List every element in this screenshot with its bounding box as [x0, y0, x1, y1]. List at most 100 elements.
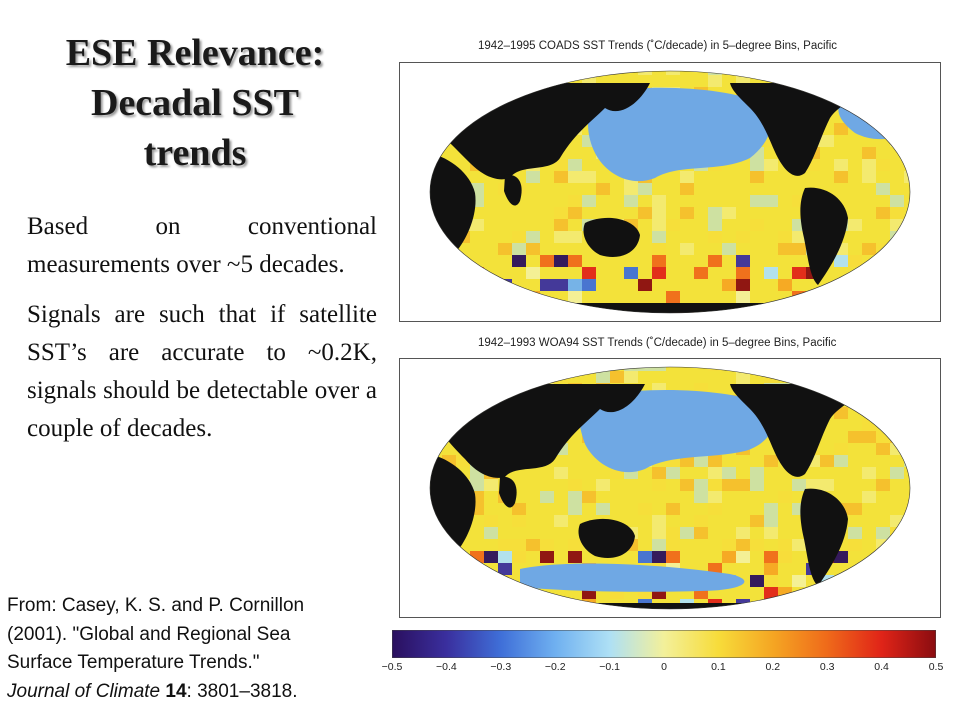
trend-bin	[764, 563, 778, 575]
map-title-coads: 1942–1995 COADS SST Trends (˚C/decade) i…	[478, 40, 838, 52]
trend-bin	[890, 395, 904, 407]
trend-bin	[470, 267, 484, 279]
trend-bin	[932, 183, 940, 195]
trend-bin	[414, 515, 428, 527]
trend-bin	[918, 195, 932, 207]
colorbar-tick-label: −0.3	[490, 661, 512, 673]
trend-bin	[750, 171, 764, 183]
trend-bin	[512, 539, 526, 551]
trend-bin	[722, 539, 736, 551]
trend-bin	[862, 431, 876, 443]
trend-bin	[834, 171, 848, 183]
trend-bin	[610, 315, 624, 321]
pacific-cooling-region	[578, 389, 775, 473]
trend-bin	[806, 315, 820, 321]
colorbar-tick-label: 0.2	[765, 661, 781, 673]
trend-bin	[918, 563, 932, 575]
trend-bin	[680, 183, 694, 195]
trend-bin	[876, 279, 890, 291]
trend-bin	[890, 563, 904, 575]
trend-bin	[876, 243, 890, 255]
trend-bin	[848, 367, 862, 371]
trend-bin	[750, 195, 764, 207]
trend-bin	[834, 455, 848, 467]
trend-bin	[540, 539, 554, 551]
trend-bin	[680, 171, 694, 183]
colorbar-tick-label: −0.5	[381, 661, 403, 673]
trend-bin	[540, 279, 554, 291]
trend-bin	[708, 467, 722, 479]
trend-bin	[624, 183, 638, 195]
journal-volume: 14	[165, 680, 187, 702]
trend-bin	[736, 279, 750, 291]
trend-bin	[568, 255, 582, 267]
trend-bin	[932, 87, 940, 99]
trend-bin	[736, 539, 750, 551]
trend-bin	[778, 279, 792, 291]
trend-bin	[456, 383, 470, 395]
trend-bin	[430, 551, 442, 563]
trend-bin	[904, 303, 910, 313]
trend-bin	[708, 219, 722, 231]
title-line-3: trends	[143, 132, 247, 174]
trend-bin	[666, 539, 680, 551]
trend-bin	[400, 467, 414, 479]
trend-bin	[918, 539, 932, 551]
trend-bin	[568, 279, 582, 291]
trend-bin	[764, 515, 778, 527]
trend-bin	[862, 171, 876, 183]
trend-bin	[848, 611, 862, 617]
citation: From: Casey, K. S. and P. Cornillon (200…	[7, 592, 372, 706]
trend-bin	[456, 407, 470, 419]
trend-bin	[778, 243, 792, 255]
trend-bin	[568, 71, 582, 75]
trend-bin	[400, 395, 414, 407]
trend-bin	[792, 599, 806, 609]
trend-bin	[694, 479, 708, 491]
trend-bin	[932, 255, 940, 267]
trend-bin	[526, 171, 540, 183]
colorbar-tick-label: −0.1	[599, 661, 620, 673]
trend-bin	[862, 71, 876, 75]
trend-bin	[498, 279, 512, 291]
trend-bin	[400, 123, 414, 135]
trend-bin	[876, 563, 890, 575]
trend-bin	[512, 503, 526, 515]
trend-bin	[526, 267, 540, 279]
trend-bin	[540, 71, 554, 75]
trend-bin	[820, 135, 834, 147]
trend-bin	[848, 599, 862, 609]
trend-bin	[414, 599, 428, 611]
south-america-landmass	[800, 187, 848, 285]
trend-bin	[890, 111, 904, 123]
trend-bin	[890, 195, 904, 207]
trend-bin	[568, 491, 582, 503]
trend-bin	[750, 575, 764, 587]
trend-bin	[750, 467, 764, 479]
trend-bin	[430, 367, 442, 371]
trend-bin	[414, 431, 428, 443]
trend-bin	[568, 171, 582, 183]
trend-bin	[918, 255, 932, 267]
trend-bin	[862, 147, 876, 159]
trend-bin	[890, 207, 904, 219]
trend-bin	[596, 71, 610, 75]
trend-bin	[932, 527, 940, 539]
title-line-2: Decadal SST	[91, 82, 299, 124]
trend-bin	[666, 71, 680, 75]
trend-bin	[596, 183, 610, 195]
trend-bin	[722, 479, 736, 491]
north-america-landmass	[730, 83, 870, 176]
trend-bin	[862, 291, 876, 303]
trend-bin	[778, 539, 792, 551]
trend-bin	[526, 315, 540, 321]
trend-bin	[638, 611, 652, 617]
australia-landmass	[583, 217, 640, 257]
greenland-landmass	[880, 83, 910, 115]
trend-bin	[792, 75, 806, 87]
trend-bin	[610, 371, 624, 383]
trend-bin	[876, 371, 890, 383]
trend-bin	[638, 183, 652, 195]
trend-bin	[442, 367, 456, 371]
trend-bin	[666, 503, 680, 515]
